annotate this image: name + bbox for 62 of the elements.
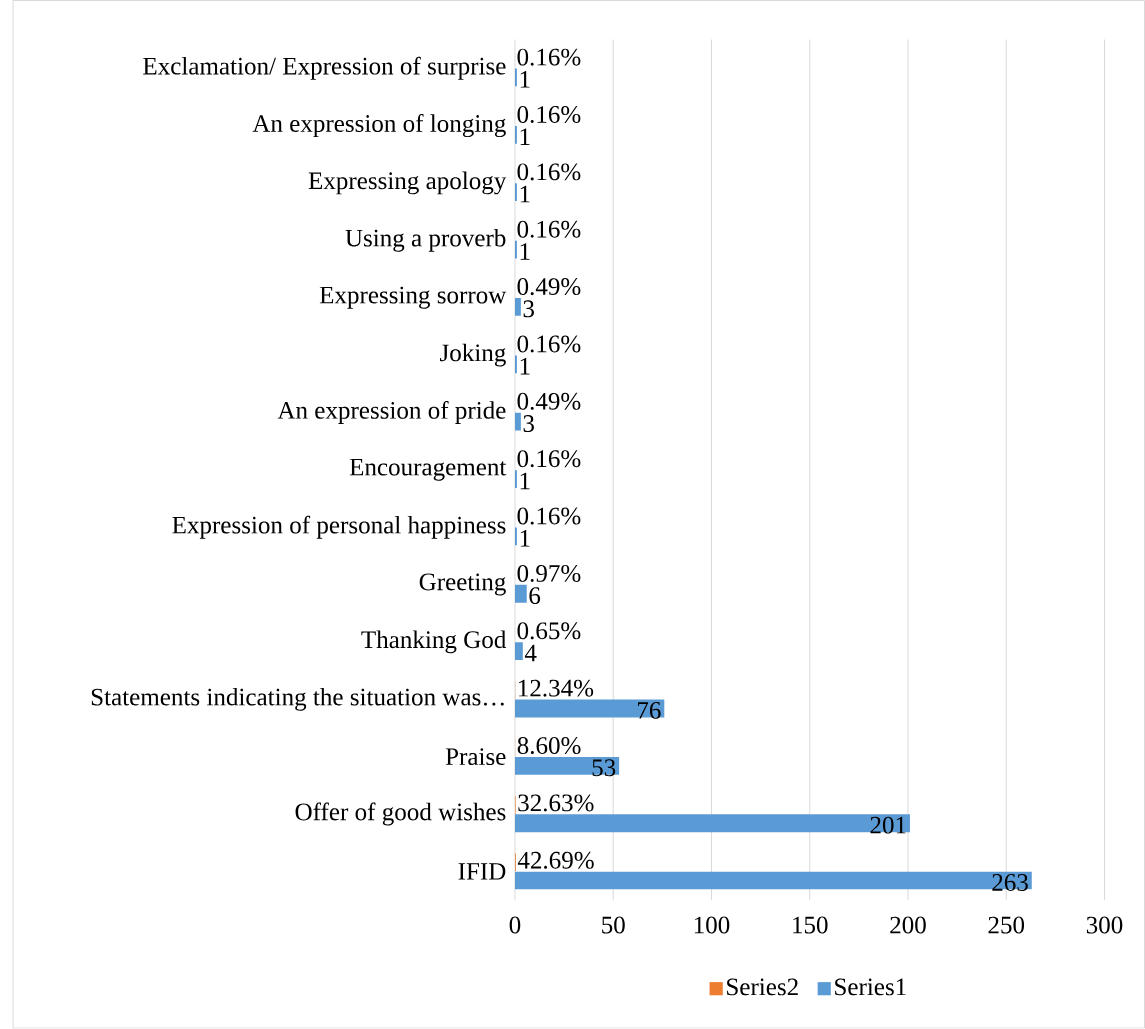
data-label: 0.97% — [517, 565, 581, 583]
bar — [514, 757, 620, 775]
bar — [514, 412, 521, 431]
x-tick-label: 250 — [988, 916, 1025, 934]
legend-label: Series2 — [727, 978, 798, 996]
data-label: 12.34% — [518, 679, 594, 697]
data-label: 0.65% — [517, 622, 581, 640]
y-tick-label: Expressing sorrow — [319, 286, 507, 309]
y-tick-label: Greeting — [419, 573, 506, 596]
x-tick-label: 200 — [890, 916, 926, 934]
data-label: 263 — [992, 874, 1028, 892]
data-label: 4 — [524, 644, 537, 662]
y-tick-label: Joking — [440, 343, 506, 367]
bar — [514, 642, 523, 661]
y-tick-label: Expressing apology — [308, 171, 507, 195]
data-label: 0.16% — [517, 48, 581, 66]
y-tick-label: Statements indicating the situation was… — [91, 688, 504, 711]
data-label: 8.60% — [517, 737, 581, 755]
data-label: 1 — [520, 472, 530, 490]
x-tick-label: 100 — [694, 916, 730, 934]
data-label: 1 — [520, 530, 530, 547]
data-label: 0.16% — [517, 450, 581, 468]
data-label: 1 — [520, 128, 530, 146]
bar — [514, 814, 910, 833]
x-tick-label: 150 — [793, 916, 828, 934]
data-label: 1 — [520, 358, 530, 375]
data-label: 76 — [638, 702, 661, 719]
x-tick-label: 0 — [509, 916, 521, 934]
data-label: 0.16% — [517, 335, 581, 353]
data-label: 0.16% — [517, 106, 581, 124]
x-tick-label: 300 — [1086, 916, 1123, 934]
data-label: 6 — [529, 587, 541, 605]
data-label: 201 — [870, 816, 906, 834]
data-label: 1 — [520, 71, 530, 88]
y-tick-label: Expression of personal happiness — [172, 515, 506, 539]
y-tick-label: Using a proverb — [345, 229, 506, 252]
data-label: 1 — [520, 185, 530, 203]
x-tick-label: 50 — [602, 916, 625, 934]
data-label: 0.16% — [517, 163, 581, 181]
y-tick-label: Offer of good wishes — [295, 802, 506, 826]
y-tick-label: Thanking God — [361, 630, 507, 654]
y-tick-label: IFID — [458, 863, 506, 880]
bar — [514, 871, 1032, 890]
data-label: 0.16% — [517, 220, 581, 238]
y-tick-label: Encouragement — [349, 459, 507, 481]
y-tick-label: Exclamation/ Expression of surprise — [143, 56, 506, 80]
data-label: 53 — [592, 759, 616, 777]
y-tick-label: Praise — [445, 748, 506, 766]
data-label: 32.63% — [518, 794, 594, 812]
bar — [514, 298, 521, 317]
data-label: 3 — [523, 415, 534, 433]
data-label: 0.16% — [517, 507, 581, 525]
data-label: 3 — [523, 300, 534, 318]
bar — [514, 699, 665, 718]
data-label: 0.49% — [517, 393, 581, 411]
legend-label: Series1 — [835, 978, 906, 996]
y-tick-label: An expression of pride — [277, 401, 506, 425]
data-label: 1 — [520, 243, 530, 260]
data-label: 0.49% — [517, 278, 581, 296]
bar — [514, 585, 527, 603]
data-label: 42.69% — [517, 852, 594, 869]
y-tick-label: An expression of longing — [252, 114, 506, 138]
